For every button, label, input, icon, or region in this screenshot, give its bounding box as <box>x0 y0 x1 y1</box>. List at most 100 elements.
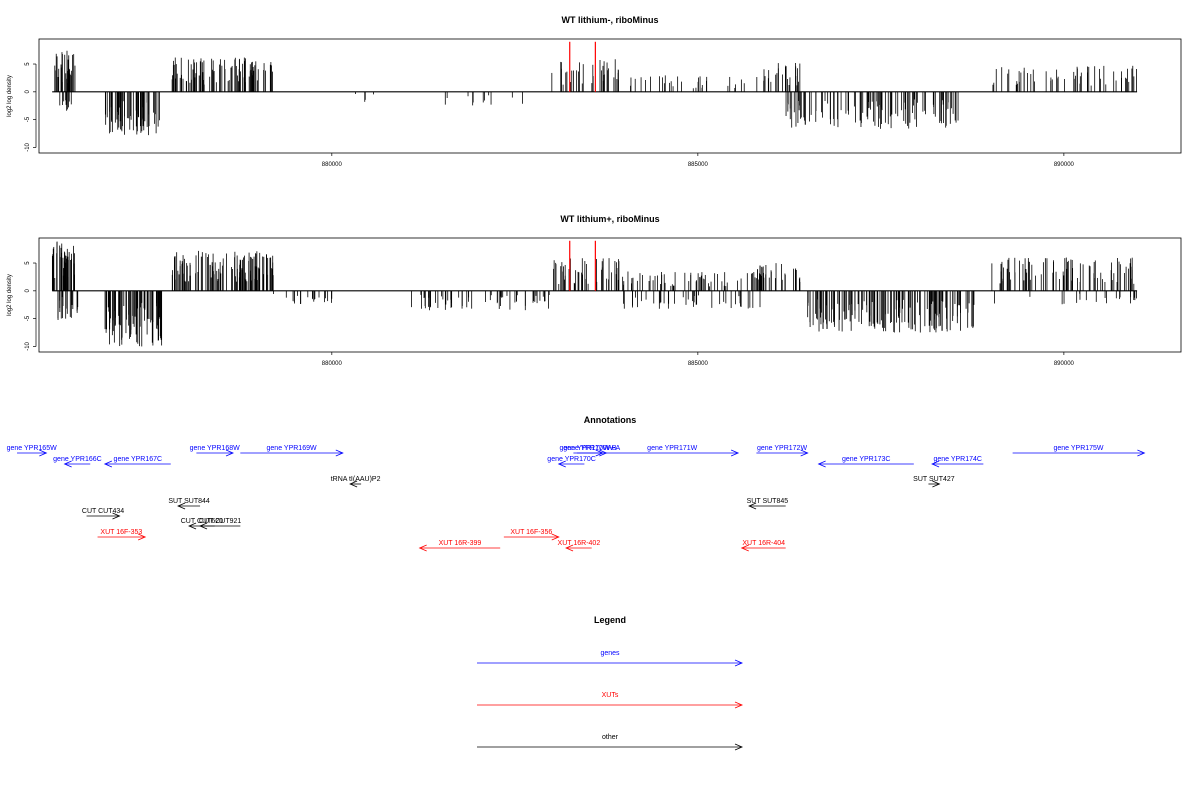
annotation-label: gene YPR170W-A <box>563 445 620 452</box>
annotation-feature: gene YPR166C <box>53 456 102 468</box>
x-tick-label: 885000 <box>688 162 709 168</box>
annotation-feature: SUT SUT844 <box>168 498 210 510</box>
annotation-label: gene YPR170C <box>547 456 596 463</box>
annotation-label: gene YPR171W <box>647 445 697 452</box>
legend-title: Legend <box>594 615 626 625</box>
annotation-label: gene YPR165W <box>7 445 57 452</box>
annotation-feature: gene YPR174C <box>931 456 984 468</box>
annotation-label: gene YPR166C <box>53 456 102 463</box>
annotation-label: XUT 16F-353 <box>100 529 142 536</box>
legend-arrowhead <box>734 701 744 709</box>
legend-label: XUTs <box>602 692 619 699</box>
annotation-arrowhead <box>39 449 48 457</box>
annotation-features: gene YPR165W gene YPR166C gene YPR167C gene… <box>7 445 1146 552</box>
annotation-label: gene YPR174C <box>933 456 982 463</box>
annotation-feature: CUT CUT434 <box>82 508 124 520</box>
x-tick-label: 890000 <box>1054 361 1075 367</box>
annotation-arrowhead <box>177 502 186 510</box>
panel-2-ylabel: log2 log density <box>7 274 13 316</box>
x-tick-label: 880000 <box>322 361 343 367</box>
annotation-label: gene YPR167C <box>114 456 163 463</box>
annotation-label: gene YPR172W <box>757 445 807 452</box>
annotation-arrowhead <box>817 460 826 468</box>
annotation-feature: tRNA tI(AAU)P2 <box>331 476 381 488</box>
annotation-label: tRNA tI(AAU)P2 <box>331 476 381 483</box>
legend-entries: genes XUTs other <box>477 650 744 751</box>
annotation-arrowhead <box>932 480 941 488</box>
annotation-label: XUT 16R-402 <box>558 540 601 547</box>
annotation-arrowhead <box>335 449 344 457</box>
annotation-label: SUT SUT427 <box>913 476 955 483</box>
annotation-arrowhead <box>188 522 197 530</box>
legend-panel: Legend genes XUTs other <box>477 615 744 751</box>
y-tick-label: -5 <box>25 315 31 321</box>
y-tick-label: -5 <box>25 116 31 122</box>
annotation-feature: XUT 16F-353 <box>97 529 147 541</box>
annotation-arrowhead <box>63 460 72 468</box>
annotation-label: SUT SUT844 <box>168 498 210 505</box>
annotation-label: gene YPR169W <box>267 445 317 452</box>
annotation-feature: SUT SUT845 <box>747 498 789 510</box>
annotation-feature: gene YPR172W <box>756 445 809 457</box>
panel-2-x-axis: 880000 885000 890000 <box>322 352 1075 367</box>
annotation-feature: CUT CUT921 <box>199 518 241 530</box>
panel-2-y-axis: -10 -5 0 5 <box>25 261 37 351</box>
annotation-feature: gene YPR165W <box>7 445 57 457</box>
annotation-label: gene YPR175W <box>1053 445 1103 452</box>
annotation-arrowhead <box>349 480 358 488</box>
legend-entry: XUTs <box>477 692 744 709</box>
annotation-arrowhead <box>418 544 427 552</box>
annotation-label: XUT 16R-404 <box>742 540 785 547</box>
annotation-label: CUT CUT620 <box>181 518 223 525</box>
annotation-feature: gene YPR175W <box>1012 445 1146 457</box>
legend-arrowhead <box>734 743 744 751</box>
annotation-feature: gene YPR168W <box>190 445 240 457</box>
annotation-arrowhead <box>931 460 940 468</box>
panel-1-x-axis: 880000 885000 890000 <box>322 153 1075 168</box>
annotation-arrowhead <box>595 449 604 457</box>
panel-1: WT lithium-, riboMinus log2 log density … <box>7 15 1182 168</box>
panel-1-title: WT lithium-, riboMinus <box>562 15 659 25</box>
legend-entry: genes <box>477 650 744 667</box>
annotation-arrowhead <box>557 460 566 468</box>
x-tick-label: 890000 <box>1054 162 1075 168</box>
annotation-feature: XUT 16R-404 <box>740 540 786 552</box>
annotation-feature: gene YPR167C <box>103 456 171 468</box>
panel-2: WT lithium+, riboMinus log2 log density … <box>7 214 1182 367</box>
annotation-arrowhead <box>748 502 757 510</box>
annotation-feature: XUT 16R-402 <box>558 540 601 552</box>
annotation-label: CUT CUT434 <box>82 508 124 515</box>
annotation-label: gene YPR173C <box>842 456 891 463</box>
y-tick-label: 0 <box>25 289 31 293</box>
legend-arrowhead <box>734 659 744 667</box>
panel-1-bars <box>52 41 1138 136</box>
annotation-arrowhead <box>199 522 208 530</box>
legend-label: other <box>602 734 619 741</box>
legend-entry: other <box>477 734 744 751</box>
y-tick-label: 5 <box>25 261 31 265</box>
panel-2-bars <box>51 240 1138 347</box>
annotation-label: XUT 16F-356 <box>510 529 552 536</box>
annotation-arrowhead <box>1137 449 1146 457</box>
x-tick-label: 880000 <box>322 162 343 168</box>
annotation-feature: gene YPR171W <box>606 445 740 457</box>
annotation-arrowhead <box>740 544 749 552</box>
panel-1-frame <box>38 38 1182 154</box>
annotation-feature: gene YPR169W <box>240 445 344 457</box>
annotation-label: gene YPR170W-B <box>560 445 617 452</box>
y-tick-label: -10 <box>25 142 31 151</box>
annotation-feature: XUT 16R-399 <box>418 540 501 552</box>
annotation-label: gene YPR168W <box>190 445 240 452</box>
annotations-title: Annotations <box>584 415 637 425</box>
annotation-arrowhead <box>730 449 740 457</box>
x-tick-label: 885000 <box>688 361 709 367</box>
annotation-label: SUT SUT845 <box>747 498 789 505</box>
annotation-arrowhead <box>137 533 147 541</box>
y-tick-label: 0 <box>25 90 31 94</box>
annotation-arrowhead <box>103 460 113 468</box>
legend-label: genes <box>600 650 620 657</box>
panel-2-title: WT lithium+, riboMinus <box>560 214 659 224</box>
annotation-feature: SUT SUT427 <box>913 476 955 488</box>
